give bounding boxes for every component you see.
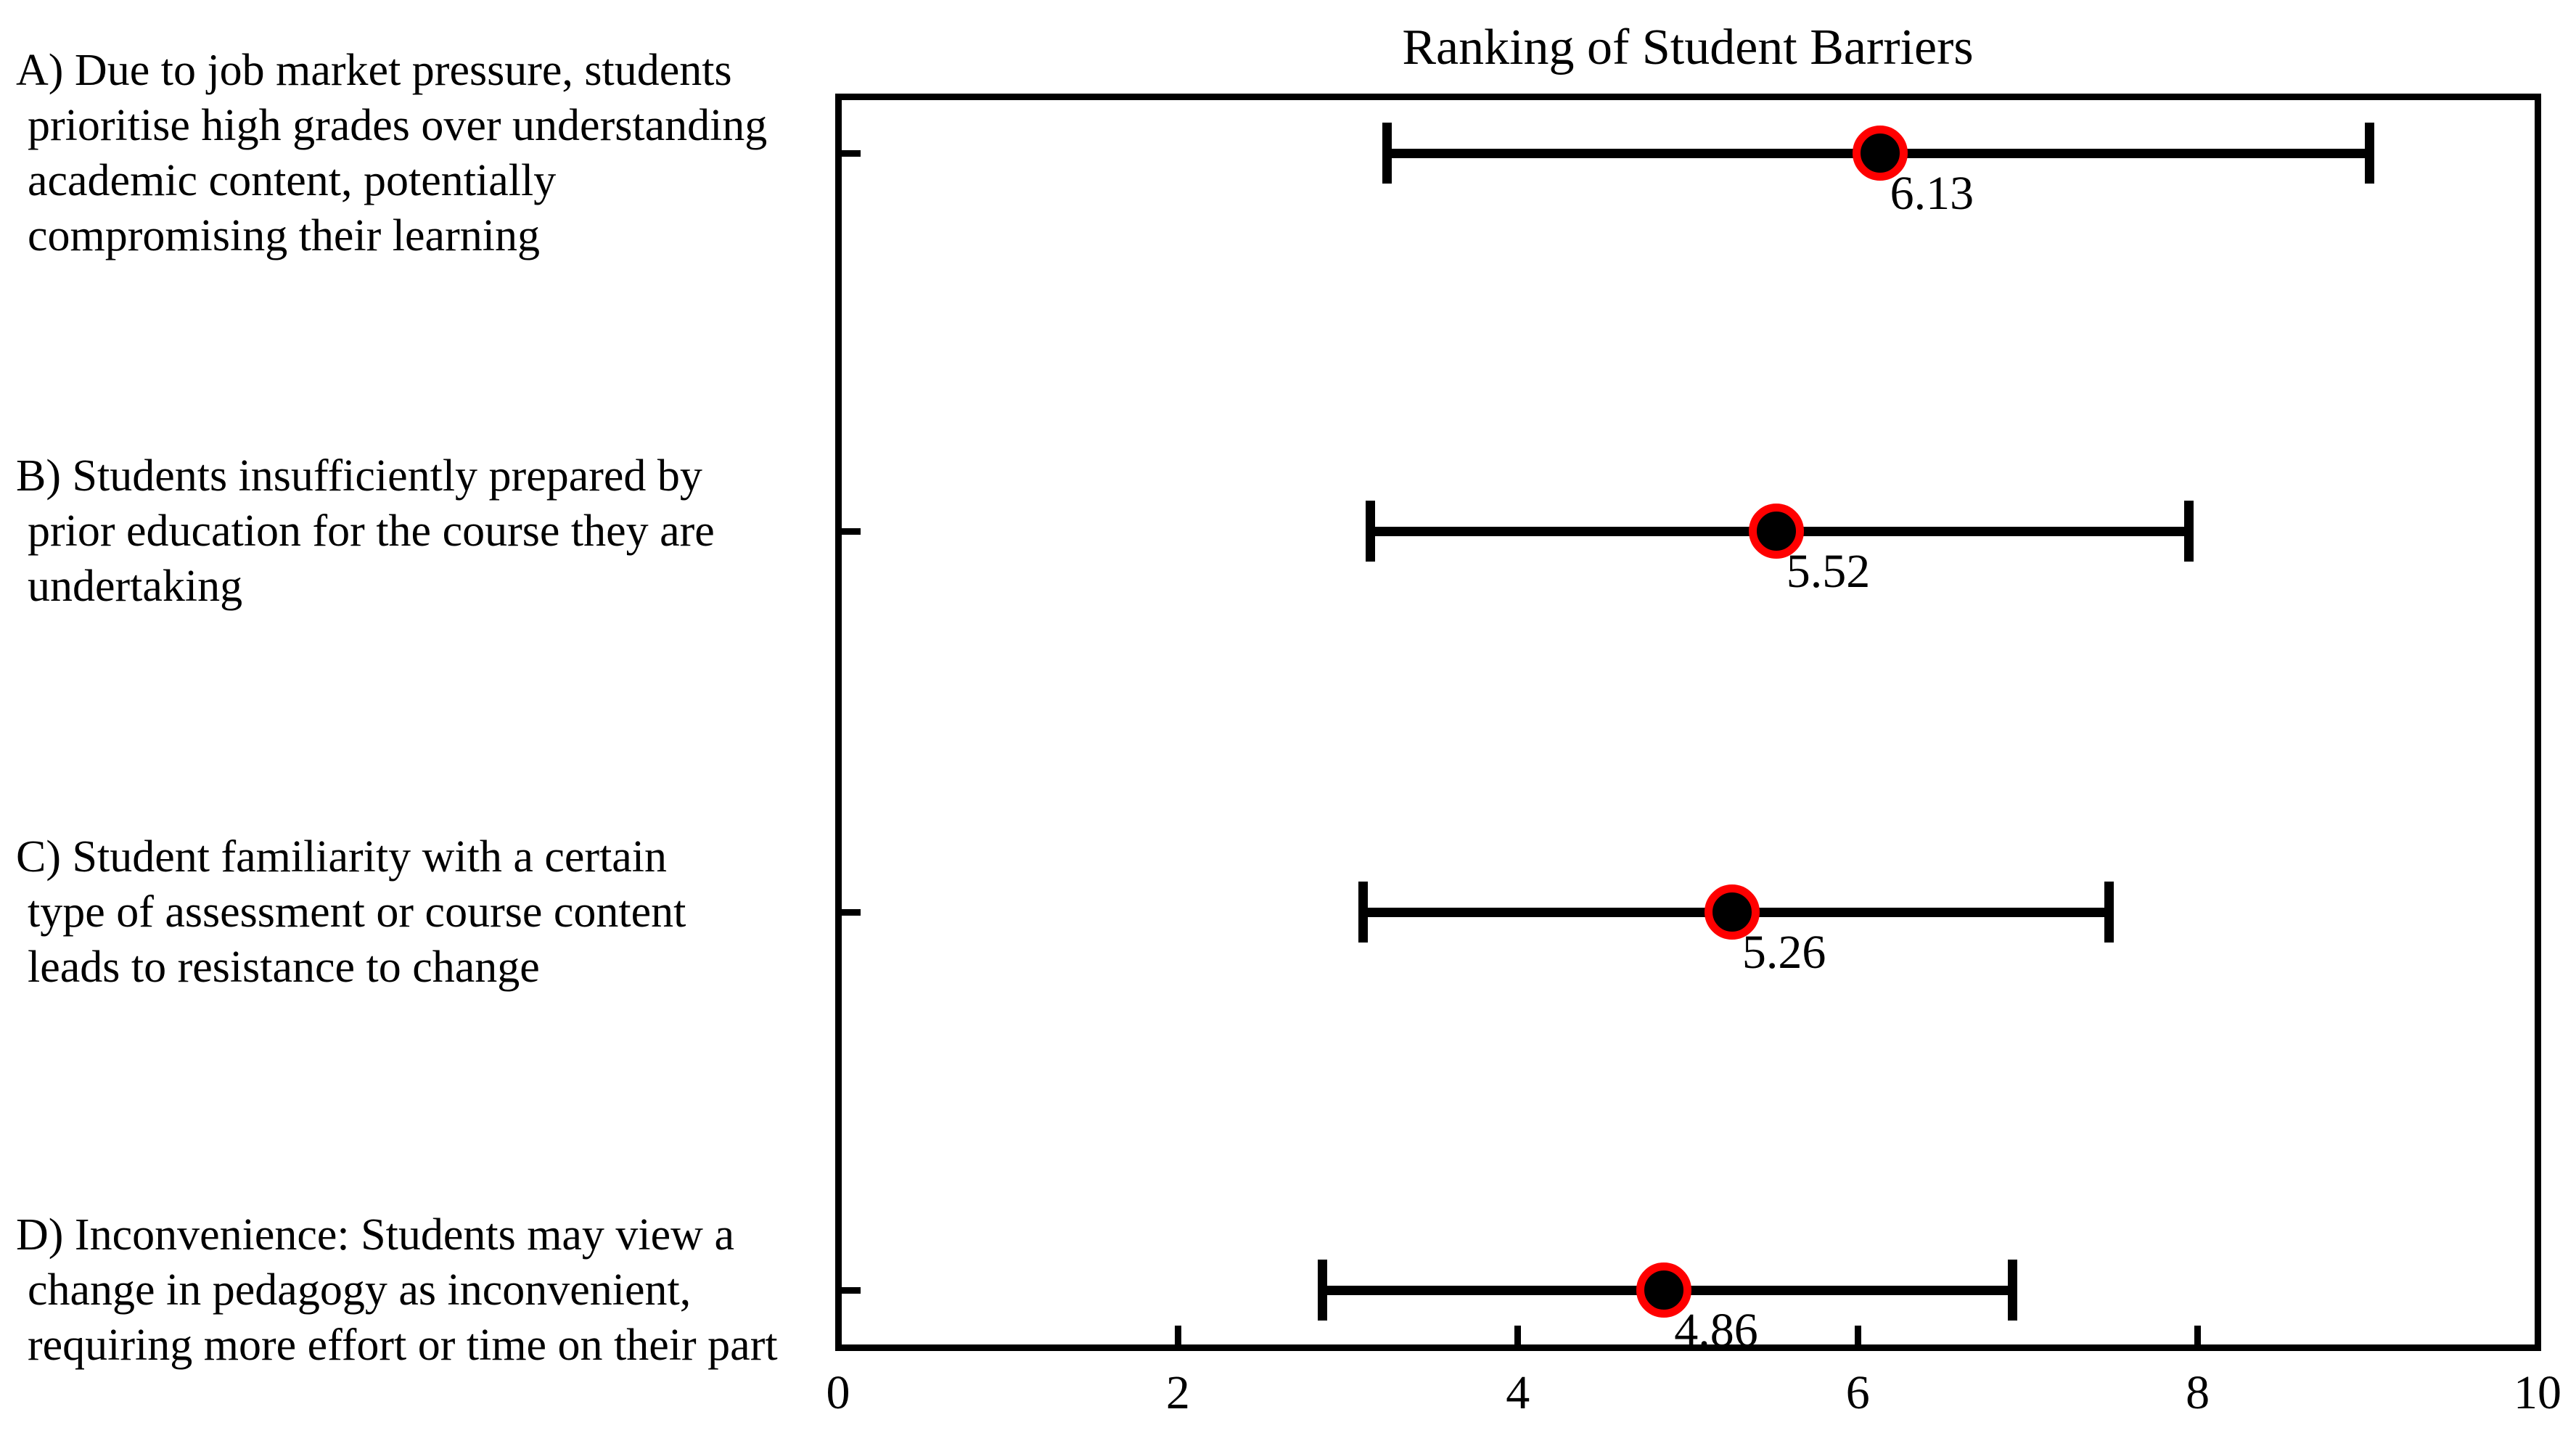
category-label-line: prioritise high grades over understandin… (28, 101, 768, 150)
category-label-line: prior education for the course they are (28, 506, 715, 556)
category-label: C) Student familiarity with a certain typ… (16, 829, 836, 995)
category-label-line: D) Inconvenience: Students may view a (16, 1210, 734, 1260)
errorbar-cap-right (2007, 1260, 2017, 1321)
category-label: D) Inconvenience: Students may view a cha… (16, 1207, 836, 1373)
x-axis-tick (2194, 1325, 2202, 1344)
category-label: B) Students insufficiently prepared by pr… (16, 448, 836, 614)
mean-marker (1636, 1262, 1692, 1318)
y-axis-tick (841, 527, 861, 535)
mean-marker (1704, 884, 1760, 940)
mean-value-label: 5.52 (1786, 545, 1871, 598)
category-label-line: change in pedagogy as inconvenient, (28, 1265, 692, 1315)
errorbar-cap-right (2104, 882, 2114, 943)
category-label-line: leads to resistance to change (28, 943, 540, 992)
category-label-line: B) Students insufficiently prepared by (16, 451, 702, 501)
x-axis-tick-label: 6 (1845, 1366, 1870, 1419)
mean-marker (1852, 126, 1908, 181)
x-axis-tick-label: 2 (1165, 1366, 1190, 1419)
errorbar-cap-left (1365, 501, 1375, 562)
y-axis-tick (841, 149, 861, 157)
category-label-line: C) Student familiarity with a certain (16, 832, 668, 882)
x-axis-tick (1514, 1325, 1522, 1344)
mean-marker (1748, 504, 1804, 559)
errorbar-cap-left (1317, 1260, 1327, 1321)
mean-value-label: 4.86 (1674, 1304, 1758, 1357)
errorbar-cap-right (2184, 501, 2194, 562)
x-axis-tick-label: 8 (2186, 1366, 2210, 1419)
errorbar-cap-right (2364, 123, 2374, 184)
plot-area-border (834, 93, 2541, 1351)
y-axis-tick (841, 908, 861, 916)
category-label-line: compromising their learning (28, 211, 540, 260)
category-label-line: academic content, potentially (28, 156, 557, 205)
x-axis-tick-label: 10 (2514, 1366, 2561, 1419)
category-label-line: requiring more effort or time on their p… (28, 1321, 778, 1370)
category-label-line: A) Due to job market pressure, students (16, 46, 732, 95)
x-axis-tick-label: 0 (826, 1366, 850, 1419)
mean-value-label: 6.13 (1890, 167, 1974, 220)
x-axis-tick (1854, 1325, 1861, 1344)
errorbar-cap-left (1382, 123, 1392, 184)
x-axis-tick-label: 4 (1506, 1366, 1530, 1419)
category-label-line: undertaking (28, 562, 243, 611)
category-label-line: type of assessment or course content (28, 887, 686, 937)
mean-value-label: 5.26 (1742, 926, 1826, 979)
category-label: A) Due to job market pressure, students p… (16, 43, 836, 263)
y-axis-tick (841, 1286, 861, 1294)
chart-title: Ranking of Student Barriers (1402, 20, 1974, 75)
errorbar-cap-left (1358, 882, 1369, 943)
x-axis-tick (1174, 1325, 1181, 1344)
